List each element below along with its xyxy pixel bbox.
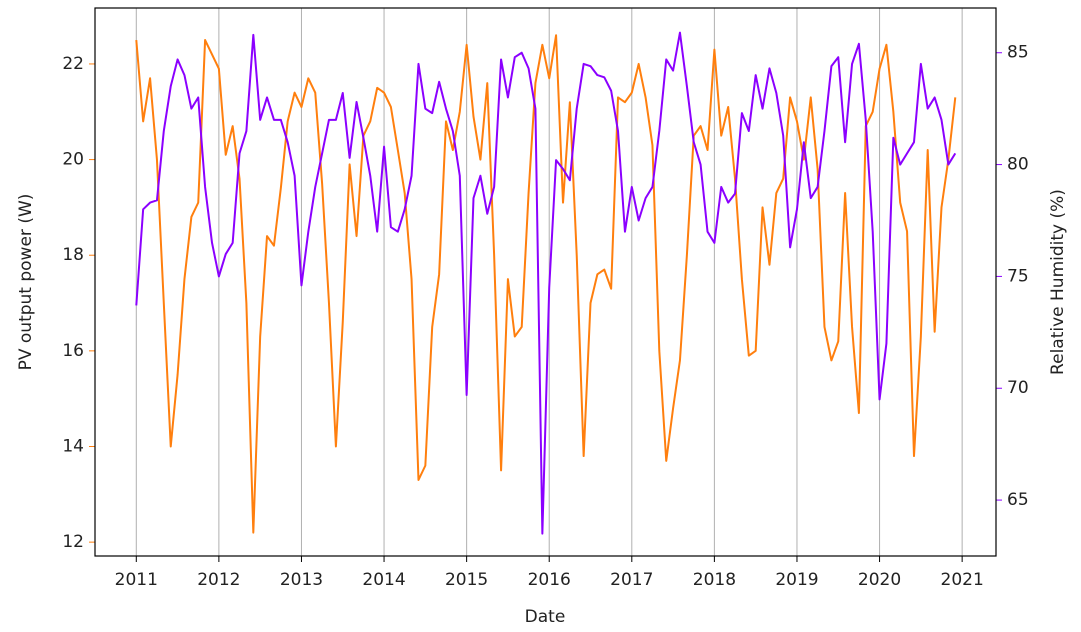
y-tick-label: 14	[62, 436, 84, 456]
y2-tick-label: 85	[1007, 43, 1029, 63]
x-tick-label: 2016	[528, 570, 571, 590]
x-tick-label: 2018	[693, 570, 736, 590]
data-line	[135, 34, 957, 534]
y2-axis-label: Relative Humidity (%)	[1048, 189, 1068, 375]
y2-tick-label: 75	[1007, 266, 1029, 286]
x-tick-label: 2020	[858, 570, 901, 590]
x-axis-label: Date	[525, 607, 566, 627]
y-tick-label: 16	[62, 341, 84, 361]
x-tick-label: 2015	[445, 570, 488, 590]
x-tick-label: 2011	[115, 570, 158, 590]
y2-tick-label: 80	[1007, 155, 1029, 175]
y-tick-label: 20	[62, 150, 84, 170]
y2-tick-label: 70	[1007, 378, 1029, 398]
data-line	[135, 31, 957, 535]
x-tick-label: 2013	[280, 570, 323, 590]
y2-tick-label: 65	[1007, 490, 1029, 510]
x-tick-label: 2021	[941, 570, 984, 590]
x-tick-label: 2017	[610, 570, 653, 590]
x-tick-label: 2019	[775, 570, 818, 590]
x-tick-label: 2012	[197, 570, 240, 590]
y-axis-label: PV output power (W)	[16, 194, 36, 371]
y-tick-label: 22	[62, 54, 84, 74]
y-tick-label: 12	[62, 532, 84, 552]
x-tick-label: 2014	[362, 570, 405, 590]
plot-frame	[94, 7, 997, 557]
y-tick-label: 18	[62, 245, 84, 265]
